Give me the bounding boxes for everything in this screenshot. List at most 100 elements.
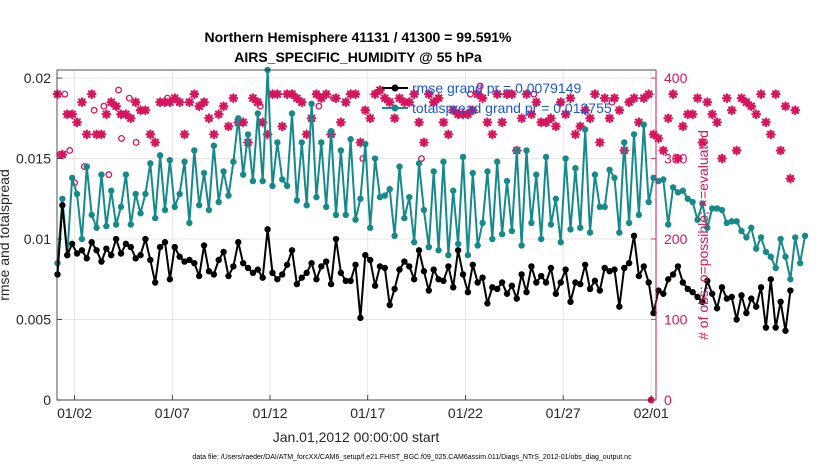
obs-evaluated-marker [272, 89, 283, 100]
obs-evaluated-marker [487, 129, 498, 140]
series-point [581, 261, 589, 268]
series-point [762, 324, 770, 331]
series-point [557, 239, 564, 246]
series-point [244, 264, 252, 272]
series-point [332, 211, 340, 219]
obs-evaluated-marker [77, 97, 87, 108]
series-point [59, 195, 66, 202]
legend-rmse-marker [391, 84, 399, 92]
series-point [591, 277, 599, 285]
series-point [88, 239, 95, 246]
obs-evaluated-marker [296, 97, 307, 108]
series-point [244, 131, 252, 138]
y-axis-right-ticks: 0 100 200 300 400 [651, 70, 688, 408]
series-point [513, 295, 520, 302]
obs-evaluated-marker [199, 97, 209, 108]
series-point [371, 282, 379, 289]
series-point [225, 192, 232, 199]
series-point [112, 235, 120, 243]
series-point [611, 174, 618, 182]
series-point [117, 250, 125, 257]
series-point [152, 279, 159, 286]
series-point [669, 271, 677, 278]
series-point [621, 139, 628, 146]
series-point [313, 276, 320, 283]
series-point [523, 288, 530, 296]
obs-evaluated-marker [301, 129, 312, 140]
series-point [655, 177, 662, 185]
series-point [474, 242, 481, 249]
obs-evaluated-marker [472, 89, 483, 100]
series-point [283, 182, 291, 190]
series-point [440, 158, 447, 165]
series-point [410, 239, 418, 246]
series-point [132, 190, 139, 198]
series-point [489, 235, 496, 243]
series-point [635, 211, 643, 219]
series-point [235, 115, 242, 122]
series-point [450, 284, 457, 291]
series-point [537, 272, 545, 280]
series-point [640, 121, 647, 128]
series-point [83, 163, 91, 170]
series-point [337, 147, 345, 154]
series-point [352, 216, 359, 223]
series-point [494, 158, 501, 165]
obs-possible-marker [118, 134, 125, 142]
obs-evaluated-marker [687, 109, 698, 120]
series-point [161, 239, 169, 246]
obs-evaluated-marker [751, 109, 762, 120]
x-tick-label: 01/07 [155, 405, 190, 421]
series-point [611, 266, 618, 273]
legend-totalspread-label: totalspread grand pr = 0.012755 [412, 100, 612, 116]
series-point [665, 221, 672, 228]
series-point [733, 316, 740, 323]
obs-evaluated-marker [492, 89, 503, 100]
series-point [577, 224, 584, 231]
x-tick-label: 02/01 [634, 405, 669, 421]
series-point [298, 274, 305, 281]
series-point [606, 166, 613, 174]
obs-evaluated-marker [775, 145, 786, 156]
series-point [450, 187, 457, 194]
series-point [469, 261, 476, 268]
series-point [777, 235, 784, 243]
y-right-tick-label: 300 [664, 151, 688, 167]
series-point [279, 176, 286, 183]
series-point [503, 177, 511, 185]
obs-evaluated-marker [355, 137, 366, 148]
obs-evaluated-marker [697, 137, 708, 148]
obs-possible-marker [105, 171, 113, 179]
series-point [132, 255, 139, 262]
series-point [723, 219, 731, 227]
obs-evaluated-marker [770, 89, 781, 100]
series-point [625, 219, 633, 227]
obs-evaluated-marker [287, 89, 297, 100]
series-point [430, 266, 437, 273]
series-point [782, 253, 789, 260]
obs-evaluated-marker [125, 113, 136, 124]
obs-evaluated-marker [375, 85, 385, 96]
obs-evaluated-marker [262, 129, 273, 140]
series-point [787, 287, 794, 294]
obs-evaluated-marker [555, 97, 566, 108]
series-point [752, 303, 760, 310]
series-point [68, 174, 76, 182]
series-point [723, 295, 731, 302]
series-point [474, 279, 481, 286]
series-point [464, 288, 472, 296]
series-point [142, 190, 149, 198]
chart-title: Northern Hemisphere 41131 / 41300 = 99.5… [204, 29, 512, 45]
series-point [674, 189, 682, 196]
obs-evaluated-marker [321, 89, 332, 100]
series-point [166, 276, 174, 283]
series-point [767, 276, 775, 283]
series-point [152, 214, 159, 222]
obs-evaluated-marker [658, 145, 669, 156]
series-point [156, 243, 164, 251]
series-rmse [54, 202, 794, 334]
y-right-tick-label: 100 [664, 312, 688, 328]
obs-evaluated-marker [428, 97, 439, 108]
obs-evaluated-marker [570, 129, 581, 140]
series-point [665, 276, 672, 283]
